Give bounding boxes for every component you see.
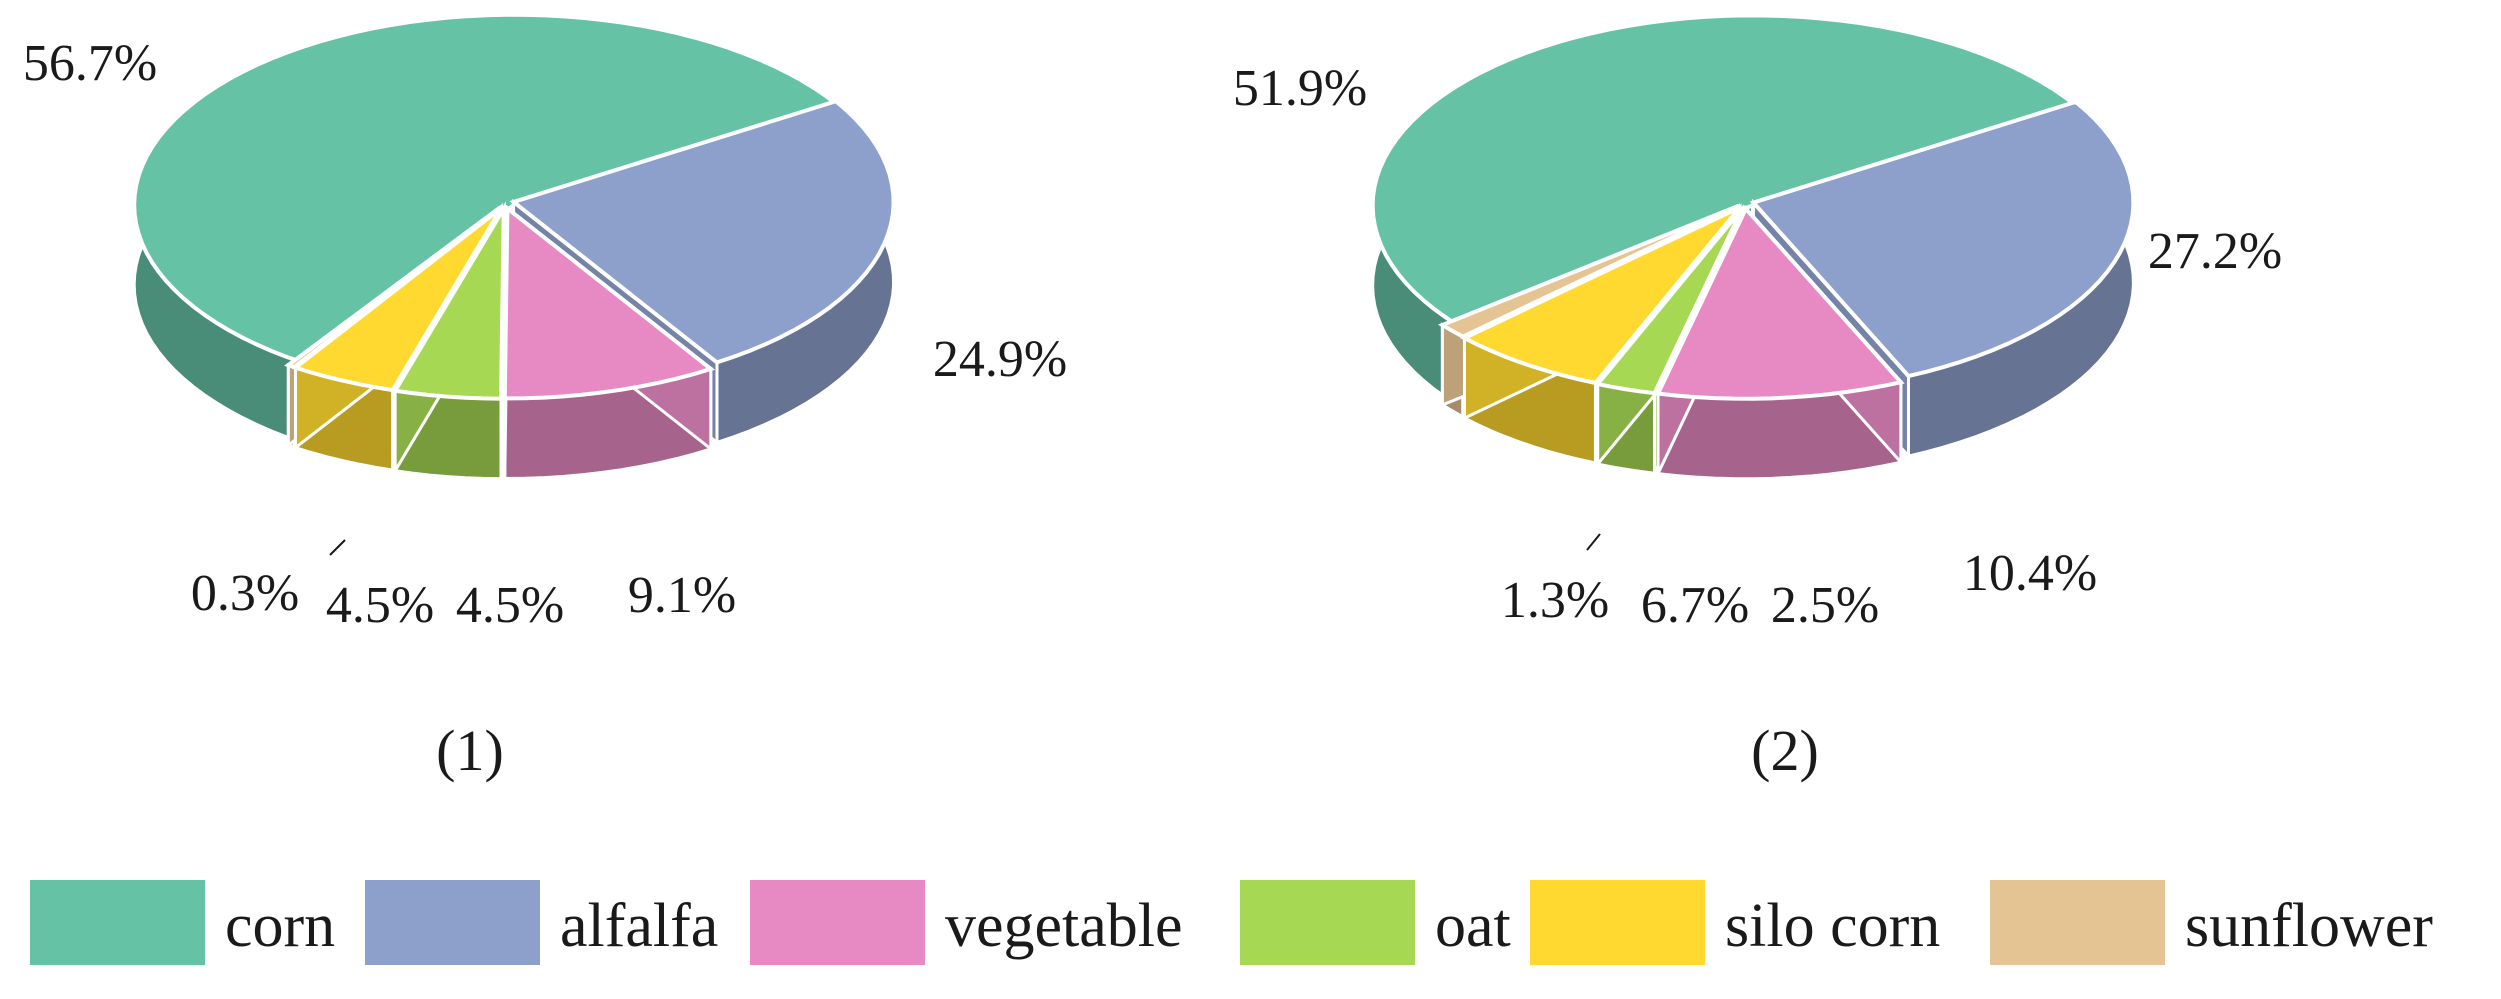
legend-swatch-silo-corn (1530, 880, 1705, 965)
slice-top-corn (1370, 13, 2080, 327)
legend-swatch-oat (1240, 880, 1415, 965)
slice-top-corn (132, 12, 841, 365)
slice-top-silo-corn (291, 206, 504, 393)
leader-line-sunflower (1586, 533, 1601, 551)
legend-label-sunflower: sunflower (2185, 892, 2433, 960)
slice-top-sunflower (1437, 203, 1740, 339)
data-label-alfalfa: 24.9% (933, 331, 1067, 388)
data-label-oat: 2.5% (1771, 577, 1879, 634)
slice-top-alfalfa (509, 99, 896, 365)
data-label-alfalfa: 27.2% (2148, 223, 2282, 280)
slice-oat (391, 201, 506, 481)
data-label-silo-corn: 4.5% (326, 577, 434, 634)
slice-top-vegetable (1655, 205, 1905, 401)
legend-label-corn: corn (225, 892, 335, 960)
data-label-corn: 51.9% (1233, 60, 1367, 117)
data-label-oat: 4.5% (456, 577, 564, 634)
legend-item-oat: oat (1240, 880, 1511, 965)
data-label-vegetable: 9.1% (628, 567, 736, 624)
legend-label-vegetable: vegetable (945, 892, 1183, 960)
pie-chart-2: 51.9% 27.2% 10.4% 2.5% 6.7% 1.3% (2) (1233, 13, 2282, 783)
legend-swatch-alfalfa (365, 880, 540, 965)
legend-label-oat: oat (1435, 892, 1511, 960)
slice-top-oat (1594, 207, 1745, 396)
slice-top-alfalfa (1749, 99, 2136, 379)
data-label-sunflower: 0.3% (191, 565, 299, 622)
legend-item-vegetable: vegetable (750, 880, 1183, 965)
slice-vegetable (1655, 204, 1905, 481)
data-label-silo-corn: 6.7% (1641, 577, 1749, 634)
legend-item-sunflower: sunflower (1990, 880, 2433, 965)
legend-swatch-vegetable (750, 880, 925, 965)
leader-line-sunflower (329, 539, 346, 556)
legend-swatch-sunflower (1990, 880, 2165, 965)
slice-top-vegetable (502, 204, 716, 401)
slice-top-silo-corn (1459, 205, 1742, 386)
legend: corn alfalfa vegetable oat silo corn sunflowe… (30, 880, 2433, 965)
legend-item-silo-corn: silo corn (1530, 880, 1940, 965)
slice-top-oat (391, 201, 506, 401)
legend-label-silo-corn: silo corn (1725, 892, 1940, 960)
data-label-corn: 56.7% (23, 35, 157, 92)
legend-label-alfalfa: alfalfa (560, 892, 718, 960)
legend-swatch-corn (30, 880, 205, 965)
slice-vegetable (502, 204, 716, 480)
pie-chart-1: 56.7% 24.9% 9.1% 4.5% 4.5% 0.3% (1) (23, 12, 1067, 783)
chart-caption: (1) (436, 718, 504, 783)
data-label-vegetable: 10.4% (1963, 545, 2097, 602)
legend-item-alfalfa: alfalfa (365, 880, 718, 965)
slice-alfalfa (1749, 98, 2136, 460)
legend-item-corn: corn (30, 880, 335, 965)
data-label-sunflower: 1.3% (1501, 572, 1609, 629)
chart-caption: (2) (1751, 718, 1819, 783)
